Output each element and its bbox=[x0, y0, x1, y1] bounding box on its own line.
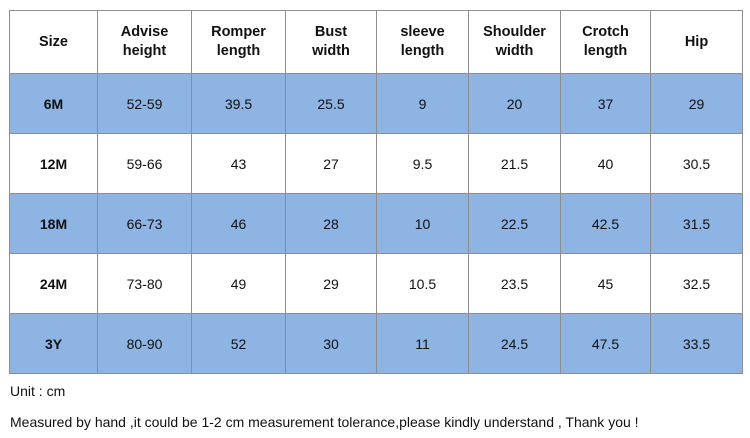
table-cell-size: 18M bbox=[9, 193, 98, 254]
size-chart-table: Size Advise height Romper length Bust width… bbox=[9, 10, 743, 374]
table-cell: 11 bbox=[376, 313, 469, 374]
table-cell: 32.5 bbox=[650, 253, 743, 314]
table-cell: 20 bbox=[468, 73, 561, 134]
header-sleeve-length-line-2: length bbox=[400, 43, 445, 59]
table-cell: 28 bbox=[285, 193, 377, 254]
table-row-12m: 12M 59-66 43 27 9.5 21.5 40 30.5 bbox=[9, 133, 743, 194]
header-crotch-length-line-2: length bbox=[583, 43, 628, 59]
table-cell: 33.5 bbox=[650, 313, 743, 374]
header-crotch-length: Crotch length bbox=[560, 10, 651, 74]
table-cell: 24.5 bbox=[468, 313, 561, 374]
table-cell: 47.5 bbox=[560, 313, 651, 374]
table-cell-size: 3Y bbox=[9, 313, 98, 374]
table-cell: 23.5 bbox=[468, 253, 561, 314]
table-cell: 9 bbox=[376, 73, 469, 134]
table-row-6m: 6M 52-59 39.5 25.5 9 20 37 29 bbox=[9, 73, 743, 134]
table-cell: 31.5 bbox=[650, 193, 743, 254]
header-bust-width-line-1: Bust bbox=[314, 24, 348, 40]
header-sleeve-length-line-1: sleeve bbox=[400, 24, 445, 40]
header-romper-length: Romper length bbox=[191, 10, 286, 74]
header-crotch-length-line-1: Crotch bbox=[582, 24, 629, 40]
header-advise-height-line-1: Advise bbox=[120, 24, 169, 40]
table-cell: 52 bbox=[191, 313, 286, 374]
table-cell: 10 bbox=[376, 193, 469, 254]
header-advise-height: Advise height bbox=[97, 10, 192, 74]
table-cell: 45 bbox=[560, 253, 651, 314]
table-cell: 42.5 bbox=[560, 193, 651, 254]
table-cell-size: 6M bbox=[9, 73, 98, 134]
table-cell: 21.5 bbox=[468, 133, 561, 194]
header-row: Size Advise height Romper length Bust width… bbox=[9, 10, 743, 74]
table-row-18m: 18M 66-73 46 28 10 22.5 42.5 31.5 bbox=[9, 193, 743, 254]
table-cell: 30 bbox=[285, 313, 377, 374]
table-cell-size: 12M bbox=[9, 133, 98, 194]
table-cell: 25.5 bbox=[285, 73, 377, 134]
header-bust-width-line-2: width bbox=[312, 43, 350, 59]
table-cell: 29 bbox=[650, 73, 743, 134]
table-cell-size: 24M bbox=[9, 253, 98, 314]
header-hip-line-1: Hip bbox=[684, 33, 709, 50]
header-hip: Hip bbox=[650, 10, 743, 74]
table-cell: 9.5 bbox=[376, 133, 469, 194]
table-cell: 37 bbox=[560, 73, 651, 134]
header-size: Size bbox=[9, 10, 98, 74]
table-cell: 10.5 bbox=[376, 253, 469, 314]
table-cell: 80-90 bbox=[97, 313, 192, 374]
table-cell: 59-66 bbox=[97, 133, 192, 194]
table-cell: 29 bbox=[285, 253, 377, 314]
header-bust-width: Bust width bbox=[285, 10, 377, 74]
table-cell: 52-59 bbox=[97, 73, 192, 134]
unit-note: Unit : cm bbox=[10, 383, 66, 399]
table-cell: 22.5 bbox=[468, 193, 561, 254]
table-cell: 39.5 bbox=[191, 73, 286, 134]
tolerance-note: Measured by hand ,it could be 1-2 cm mea… bbox=[10, 414, 639, 430]
table-cell: 27 bbox=[285, 133, 377, 194]
header-shoulder-width: Shoulder width bbox=[468, 10, 561, 74]
table-cell: 43 bbox=[191, 133, 286, 194]
header-shoulder-width-line-1: Shoulder bbox=[483, 24, 546, 40]
table-row-3y: 3Y 80-90 52 30 11 24.5 47.5 33.5 bbox=[9, 313, 743, 374]
header-advise-height-line-2: height bbox=[122, 43, 167, 59]
table-cell: 66-73 bbox=[97, 193, 192, 254]
table-cell: 73-80 bbox=[97, 253, 192, 314]
header-size-line-1: Size bbox=[38, 33, 68, 50]
header-romper-length-line-1: Romper bbox=[211, 24, 266, 40]
header-sleeve-length: sleeve length bbox=[376, 10, 469, 74]
table-cell: 40 bbox=[560, 133, 651, 194]
table-row-24m: 24M 73-80 49 29 10.5 23.5 45 32.5 bbox=[9, 253, 743, 314]
header-shoulder-width-line-2: width bbox=[495, 43, 534, 59]
table-cell: 30.5 bbox=[650, 133, 743, 194]
table-cell: 49 bbox=[191, 253, 286, 314]
table-cell: 46 bbox=[191, 193, 286, 254]
header-romper-length-line-2: length bbox=[216, 43, 261, 59]
